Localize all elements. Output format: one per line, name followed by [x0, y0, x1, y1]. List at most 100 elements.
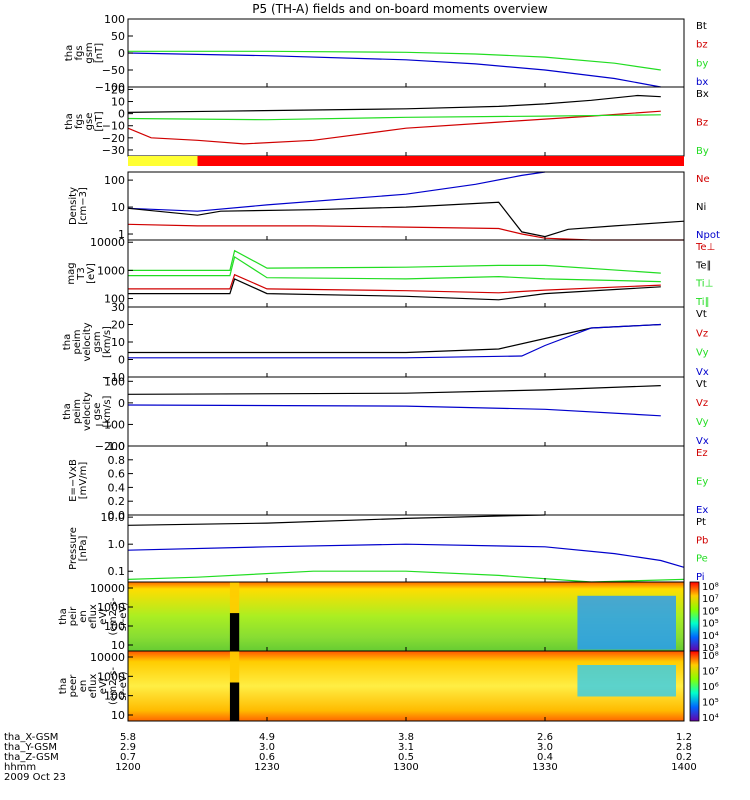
legend-Pe: Pe — [696, 554, 708, 565]
x-row-label: tha_Y-GSM — [4, 742, 57, 753]
panel-velocity_gsm: 30 20 10 0 −10 thapeimvelocitygsm[km/s] Vt Vz Vy… — [62, 301, 709, 384]
colorbar-tick-label: 10⁴ — [702, 631, 719, 642]
y-tick-label: −200 — [95, 440, 125, 453]
legend-Pt: Pt — [696, 517, 706, 528]
x-row-value: 3.1 — [398, 742, 414, 753]
series-Bz — [127, 110, 661, 145]
y-tick-label: 0.1 — [108, 565, 126, 578]
x-row-value: 0.4 — [537, 752, 553, 763]
y-tick-label: 10 — [111, 639, 125, 652]
plot-title: P5 (TH-A) fields and on-board moments ov… — [252, 2, 548, 16]
panel-density: 100 10 1 Density[cm−3] Ne Ni Npot — [68, 171, 720, 241]
legend-Vy: Vy — [696, 417, 709, 428]
y-tick-label: 10000 — [90, 236, 125, 249]
colorbar-tick-label: 10⁶ — [702, 606, 719, 617]
colorbar-tick-label: 10⁶ — [702, 682, 719, 693]
y-axis-label: magT3[eV] — [66, 262, 97, 284]
y-tick-label: 20 — [111, 83, 125, 96]
y-tick-label: −20 — [102, 132, 125, 145]
legend-bz: bz — [696, 40, 708, 51]
series-Pt — [127, 514, 546, 526]
colorbar-tick-label: 10⁷ — [702, 667, 719, 678]
x-row-value: 5.8 — [120, 732, 136, 743]
y-tick-label: 10.0 — [101, 511, 126, 524]
x-row-value: 2.8 — [676, 742, 692, 753]
y-axis-label: thapeerenefluxeV/(cm2-s-sr-eV) — [58, 667, 129, 705]
spectrogram-low-flux-region — [577, 595, 676, 650]
y-tick-label: 0 — [118, 354, 125, 367]
series-Ti∥ — [128, 255, 661, 283]
colorbar — [689, 650, 700, 722]
x-row-label: hhmm — [4, 762, 36, 773]
y-tick-label: 0.6 — [108, 468, 126, 481]
legend-Vt: Vt — [696, 309, 707, 320]
series-bx — [127, 52, 661, 88]
y-axis-label: Density[cm−3] — [68, 187, 89, 225]
x-row-value: 3.0 — [259, 742, 275, 753]
legend-Bx: Bx — [696, 89, 709, 100]
y-tick-label: 0.2 — [108, 495, 126, 508]
y-tick-label: −100 — [95, 81, 125, 94]
x-row-value: 1200 — [115, 762, 140, 773]
colorbar-tick-label: 10⁸ — [702, 582, 719, 593]
colorbar-tick-label: 10⁷ — [702, 594, 719, 605]
y-tick-label: 0.0 — [108, 509, 126, 522]
panel-frame — [127, 445, 685, 516]
series-by — [128, 50, 661, 71]
data-gap-top — [229, 651, 240, 683]
x-row-value: 1400 — [671, 762, 696, 773]
y-tick-label: −30 — [102, 144, 125, 157]
x-row-value: 2.6 — [537, 732, 553, 743]
legend-Vz: Vz — [696, 398, 708, 409]
series-Te⊥ — [128, 273, 661, 294]
y-tick-label: 1.0 — [108, 440, 126, 453]
legend-Ey: Ey — [696, 477, 708, 488]
legend-Ez: Ez — [696, 448, 708, 459]
panel-mode_bar — [128, 156, 684, 166]
legend-bx: bx — [696, 77, 708, 88]
y-tick-label: 1.0 — [108, 538, 126, 551]
x-row-value: 3.8 — [398, 732, 414, 743]
series-Te∥ — [128, 278, 661, 301]
x-row-label: tha_X-GSM — [4, 732, 58, 743]
y-tick-label: 10000 — [90, 582, 125, 595]
panel-efield: 1.00.80.60.40.20.0 E=−VxB[mV/m] Ez Ey Ex — [68, 440, 708, 522]
y-tick-label: 100 — [104, 13, 125, 26]
y-tick-label: 0 — [118, 47, 125, 60]
y-tick-label: 100 — [104, 174, 125, 187]
series-Ne — [127, 223, 684, 241]
y-tick-label: 0.4 — [108, 481, 126, 494]
series-Npot — [127, 171, 546, 212]
panel-pressure: 10.0 1.0 0.1 Pressure[nPa] Pt Pb Pe Pi — [68, 511, 708, 583]
panel-peer_spectrogram: 10⁸ 10⁷ 10⁶ 10⁵ 10⁴ 10000 1000 100 10 thapeerenef… — [58, 650, 719, 724]
legend-Ne: Ne — [696, 174, 710, 185]
legend-Ex: Ex — [696, 505, 708, 516]
y-tick-label: 1 — [118, 228, 125, 241]
mode-bar-segment — [197, 156, 684, 166]
panel-temperature: 10000 1000 100 magT3[eV] Te⊥ Te∥ Ti⊥ Ti∥ — [66, 236, 715, 308]
data-gap-top — [229, 582, 240, 614]
legend-Vz: Vz — [696, 328, 708, 339]
spectrogram-low-flux-region — [577, 665, 676, 697]
y-tick-label: 1000 — [97, 601, 125, 614]
y-tick-label: 0 — [118, 108, 125, 121]
y-axis-label: thapeimvelocitygse[km/s] — [62, 392, 113, 431]
panel-frame — [127, 239, 685, 308]
series-By — [127, 114, 661, 121]
legend-Vx: Vx — [696, 367, 709, 378]
legend-Bz: Bz — [696, 118, 708, 129]
y-tick-label: 1000 — [97, 670, 125, 683]
y-tick-label: 10000 — [90, 651, 125, 664]
colorbar-tick-label: 10⁴ — [702, 713, 719, 724]
panel-frame — [127, 171, 685, 241]
y-axis-label: thafgsgse[nT] — [64, 111, 105, 131]
colorbar-tick-label: 10⁵ — [702, 619, 719, 630]
y-axis-label: E=−VxB[mV/m] — [68, 459, 89, 502]
y-tick-label: 20 — [111, 319, 125, 332]
x-row-value: 1330 — [532, 762, 557, 773]
y-tick-label: 50 — [111, 30, 125, 43]
series-Ti⊥ — [128, 249, 661, 274]
